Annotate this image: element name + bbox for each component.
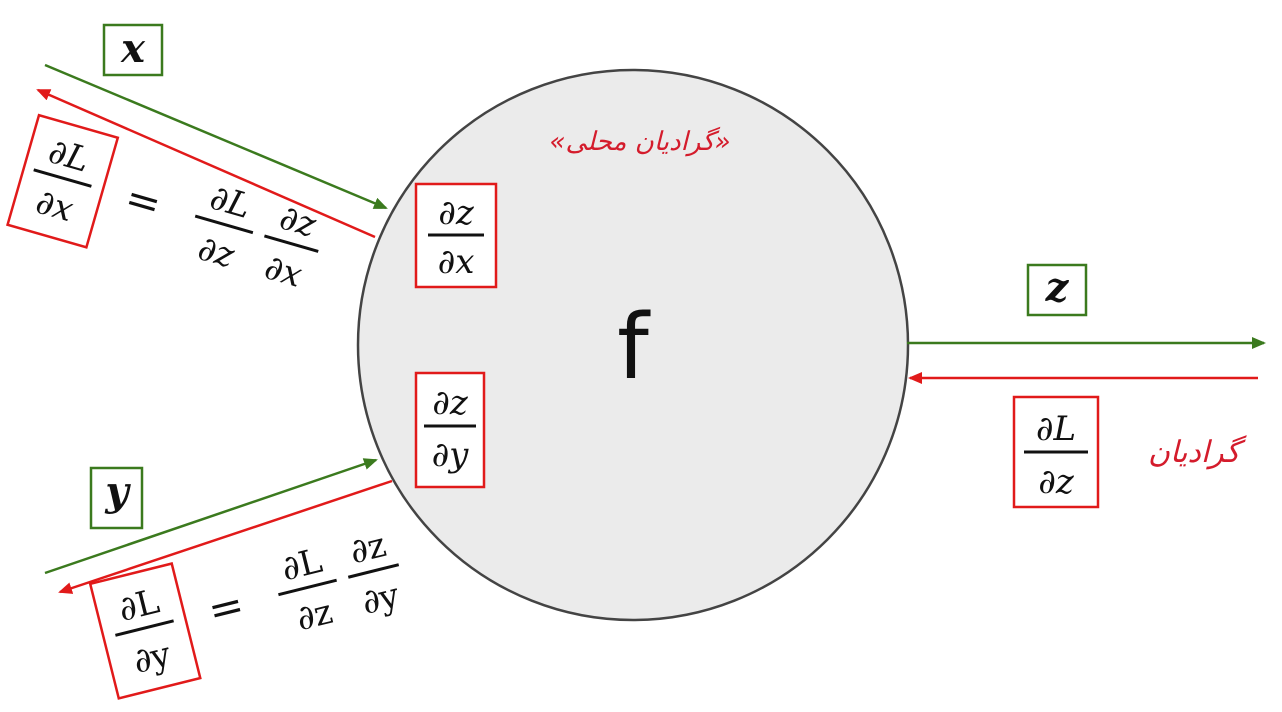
forward-arrow-x <box>44 63 388 210</box>
svg-text:=: = <box>120 172 167 229</box>
svg-text:∂z: ∂z <box>193 228 239 277</box>
svg-text:∂z: ∂z <box>432 383 469 423</box>
chain-rule-x: ∂L ∂x = ∂L ∂z ∂z ∂x <box>6 113 321 296</box>
svg-text:∂z: ∂z <box>438 193 475 233</box>
svg-text:∂z: ∂z <box>292 592 336 639</box>
svg-text:∂x: ∂x <box>260 247 306 296</box>
svg-text:∂L: ∂L <box>278 541 327 590</box>
svg-text:z: z <box>1045 264 1070 311</box>
local-gradients-caption: «گرادیان محلی» <box>549 126 730 157</box>
backward-arrow-y <box>58 479 393 594</box>
input-x-label: x <box>102 23 164 77</box>
svg-text:y: y <box>104 468 131 515</box>
input-y-label: y <box>89 466 144 530</box>
svg-text:∂z: ∂z <box>346 525 390 572</box>
output-z-label: z <box>1026 263 1088 317</box>
svg-text:∂y: ∂y <box>432 435 470 475</box>
svg-text:∂y: ∂y <box>358 575 404 623</box>
svg-text:∂z: ∂z <box>275 197 321 246</box>
local-gradient-dz-dy: ∂z ∂y <box>414 371 486 489</box>
local-gradient-dz-dx: ∂z ∂x <box>414 182 498 289</box>
svg-text:∂L: ∂L <box>1036 409 1076 449</box>
upstream-gradient-caption: گرادیان <box>1148 435 1247 470</box>
node-f-label: f <box>617 295 651 400</box>
upstream-gradient-dl-dz: ∂L ∂z <box>1012 395 1100 509</box>
svg-text:=: = <box>203 579 249 635</box>
chain-rule-y: ∂L ∂y = ∂L ∂z ∂z ∂y <box>88 525 404 700</box>
svg-text:∂x: ∂x <box>438 242 475 282</box>
svg-text:∂z: ∂z <box>1038 462 1075 502</box>
svg-text:∂L: ∂L <box>115 581 164 630</box>
svg-text:∂L: ∂L <box>206 178 256 228</box>
forward-arrow-y <box>44 458 378 575</box>
svg-text:x: x <box>120 25 146 72</box>
backward-arrow-x <box>36 88 376 239</box>
